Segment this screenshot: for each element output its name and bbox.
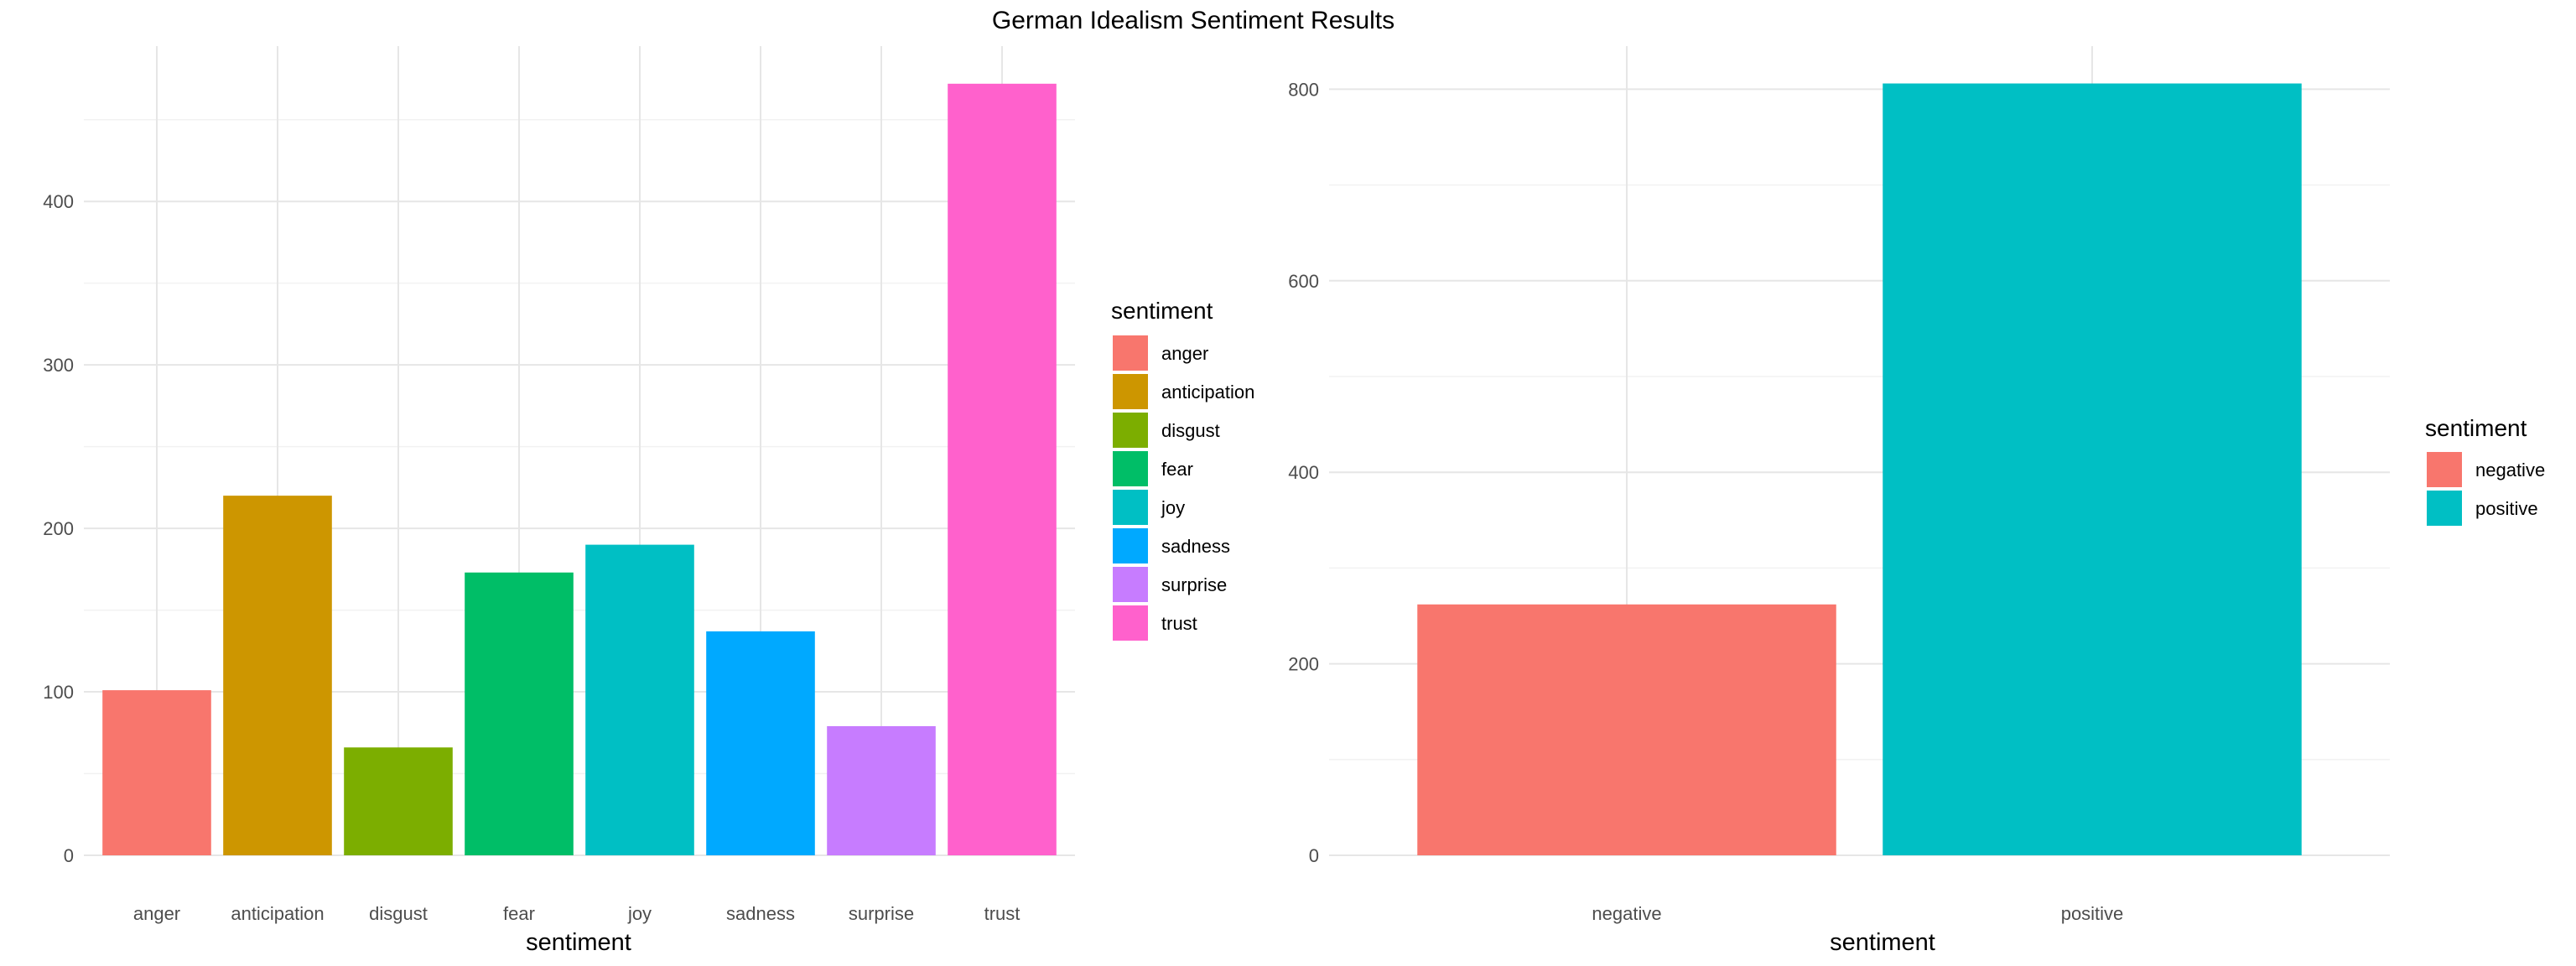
emotion-bars	[102, 83, 1057, 856]
polarity-bar-negative	[1417, 604, 1836, 855]
emotion-legend-swatch-fear	[1113, 451, 1148, 486]
polarity-y-tick-label: 0	[1309, 845, 1319, 866]
emotion-legend-label: joy	[1161, 497, 1185, 518]
emotion-legend-label: trust	[1161, 613, 1197, 634]
polarity-y-tick-label: 400	[1288, 462, 1319, 483]
emotion-y-tick-label: 0	[64, 845, 74, 866]
emotion-legend-label: disgust	[1161, 420, 1220, 441]
emotion-x-tick-label: anger	[133, 903, 180, 924]
emotion-legend-label: anger	[1161, 343, 1208, 364]
emotion-legend-swatch-joy	[1113, 490, 1148, 525]
emotion-legend-swatch-disgust	[1113, 413, 1148, 448]
emotion-y-tick-label: 400	[43, 191, 74, 212]
emotion-x-tick-label: trust	[984, 903, 1021, 924]
polarity-x-tick-label: positive	[2061, 903, 2124, 924]
emotion-legend-swatch-trust	[1113, 605, 1148, 641]
polarity-legend-items: negative positive	[2427, 452, 2545, 526]
emotion-legend-swatch-surprise	[1113, 567, 1148, 602]
polarity-legend-label: negative	[2475, 460, 2545, 480]
emotion-x-tick-label: disgust	[369, 903, 428, 924]
emotion-legend-title: sentiment	[1111, 298, 1213, 324]
emotion-legend-items: anger anticipation disgust fear joy sadness su…	[1113, 335, 1254, 641]
emotion-x-tick-label: joy	[627, 903, 652, 924]
polarity-legend-label: positive	[2475, 498, 2538, 519]
emotion-x-tick-label: fear	[503, 903, 535, 924]
emotion-legend-swatch-anger	[1113, 335, 1148, 371]
polarity-legend: sentiment negative positive	[2425, 415, 2545, 526]
polarity-chart: 0 200 400 600 800 negative positive sentiment…	[1288, 46, 2545, 956]
polarity-legend-swatch-positive	[2427, 491, 2462, 526]
emotion-x-tick-label: surprise	[849, 903, 914, 924]
emotion-legend-swatch-anticipation	[1113, 374, 1148, 409]
polarity-bar-positive	[1883, 83, 2302, 856]
emotion-bar-fear	[465, 572, 574, 855]
emotion-legend-label: fear	[1161, 459, 1193, 480]
polarity-y-tick-label: 800	[1288, 79, 1319, 100]
polarity-x-tick-label: negative	[1592, 903, 1661, 924]
emotion-x-ticks: anger anticipation disgust fear joy sadness su…	[133, 903, 1021, 924]
emotion-bar-joy	[585, 544, 694, 855]
emotion-legend: sentiment anger anticipation disgust fear jo…	[1111, 298, 1254, 641]
emotion-bar-disgust	[344, 747, 453, 855]
chart-title: German Idealism Sentiment Results	[992, 7, 1394, 34]
emotion-bar-anger	[102, 690, 211, 855]
emotion-bar-trust	[948, 83, 1057, 856]
polarity-y-tick-label: 600	[1288, 271, 1319, 292]
polarity-y-ticks: 0 200 400 600 800	[1288, 79, 1319, 866]
emotion-y-ticks: 0 100 200 300 400	[43, 191, 74, 866]
emotion-legend-label: sadness	[1161, 536, 1230, 557]
emotion-chart: 0 100 200 300 400 anger anticipation disgust fe…	[43, 46, 1254, 956]
polarity-legend-swatch-negative	[2427, 452, 2462, 487]
polarity-bars	[1417, 83, 2302, 856]
emotion-x-axis-title: sentiment	[526, 929, 631, 956]
emotion-bar-surprise	[827, 725, 936, 855]
emotion-legend-label: anticipation	[1161, 382, 1254, 402]
emotion-bar-sadness	[706, 631, 815, 855]
emotion-legend-label: surprise	[1161, 574, 1227, 595]
emotion-y-tick-label: 200	[43, 518, 74, 539]
polarity-x-axis-title: sentiment	[1830, 929, 1935, 956]
polarity-y-tick-label: 200	[1288, 654, 1319, 675]
polarity-x-ticks: negative positive	[1592, 903, 2123, 924]
emotion-x-tick-label: anticipation	[231, 903, 324, 924]
emotion-y-tick-label: 300	[43, 355, 74, 376]
emotion-legend-swatch-sadness	[1113, 528, 1148, 564]
emotion-bar-anticipation	[223, 496, 332, 855]
polarity-legend-title: sentiment	[2425, 415, 2527, 441]
emotion-x-tick-label: sadness	[726, 903, 795, 924]
emotion-y-tick-label: 100	[43, 682, 74, 703]
